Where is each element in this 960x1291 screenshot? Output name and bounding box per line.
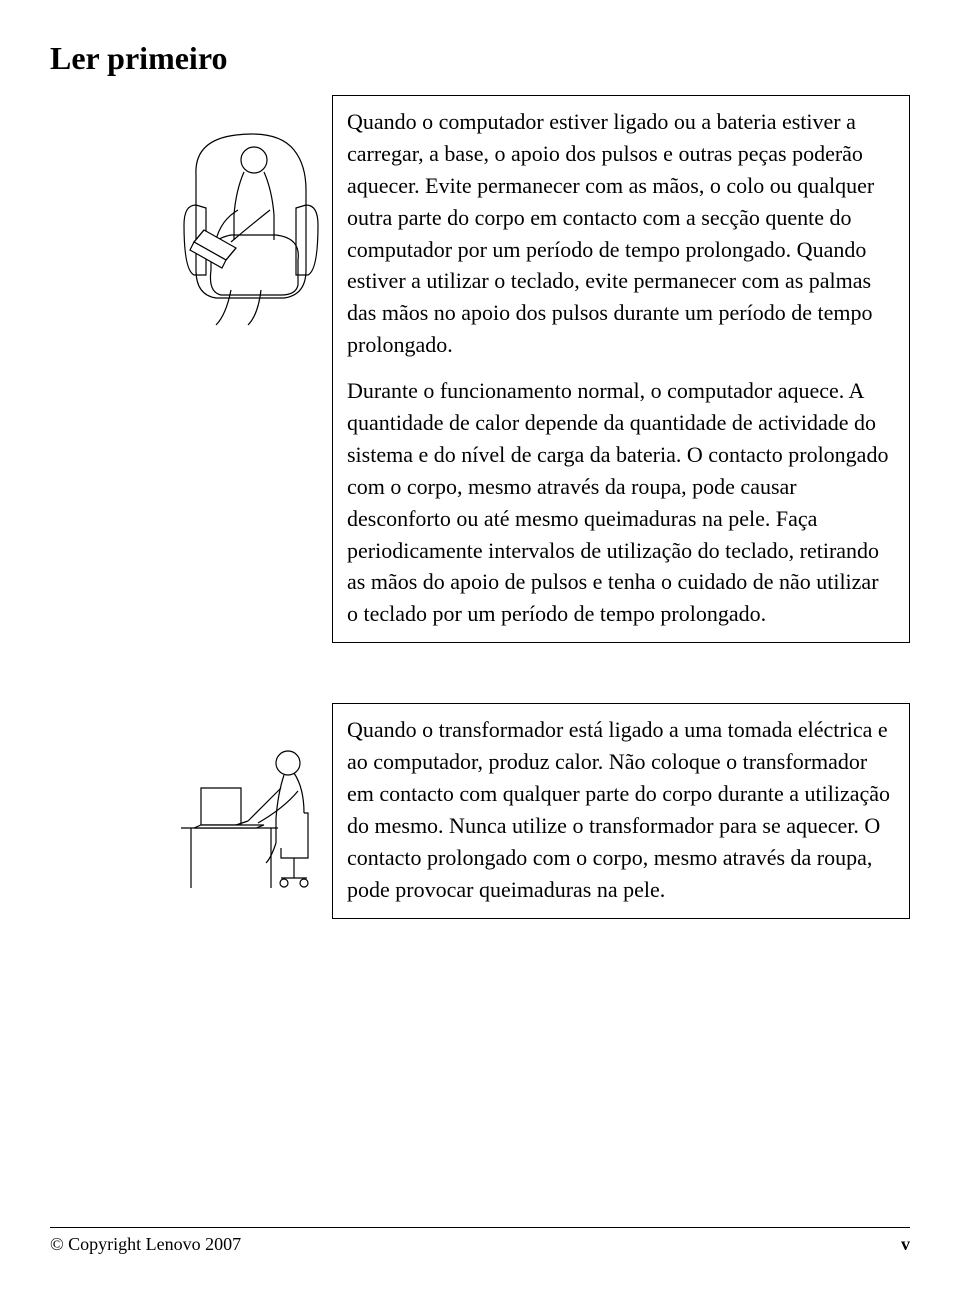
paragraph: Quando o transformador está ligado a uma…	[347, 714, 895, 905]
warning-block-1: Quando o computador estiver ligado ou a …	[170, 95, 910, 643]
paragraph: Quando o computador estiver ligado ou a …	[347, 106, 895, 361]
desk-laptop-icon	[176, 733, 326, 893]
page-title: Ler primeiro	[50, 40, 910, 77]
warning-text-1: Quando o computador estiver ligado ou a …	[332, 95, 910, 643]
page-footer: © Copyright Lenovo 2007 v	[50, 1227, 910, 1255]
warning-text-2: Quando o transformador está ligado a uma…	[332, 703, 910, 918]
warning-block-2: Quando o transformador está ligado a uma…	[170, 703, 910, 918]
page-number: v	[901, 1234, 910, 1255]
paragraph: Durante o funcionamento normal, o comput…	[347, 375, 895, 630]
copyright-text: © Copyright Lenovo 2007	[50, 1234, 241, 1255]
illustration-desk	[170, 703, 332, 903]
armchair-laptop-icon	[176, 120, 326, 330]
illustration-armchair	[170, 95, 332, 355]
